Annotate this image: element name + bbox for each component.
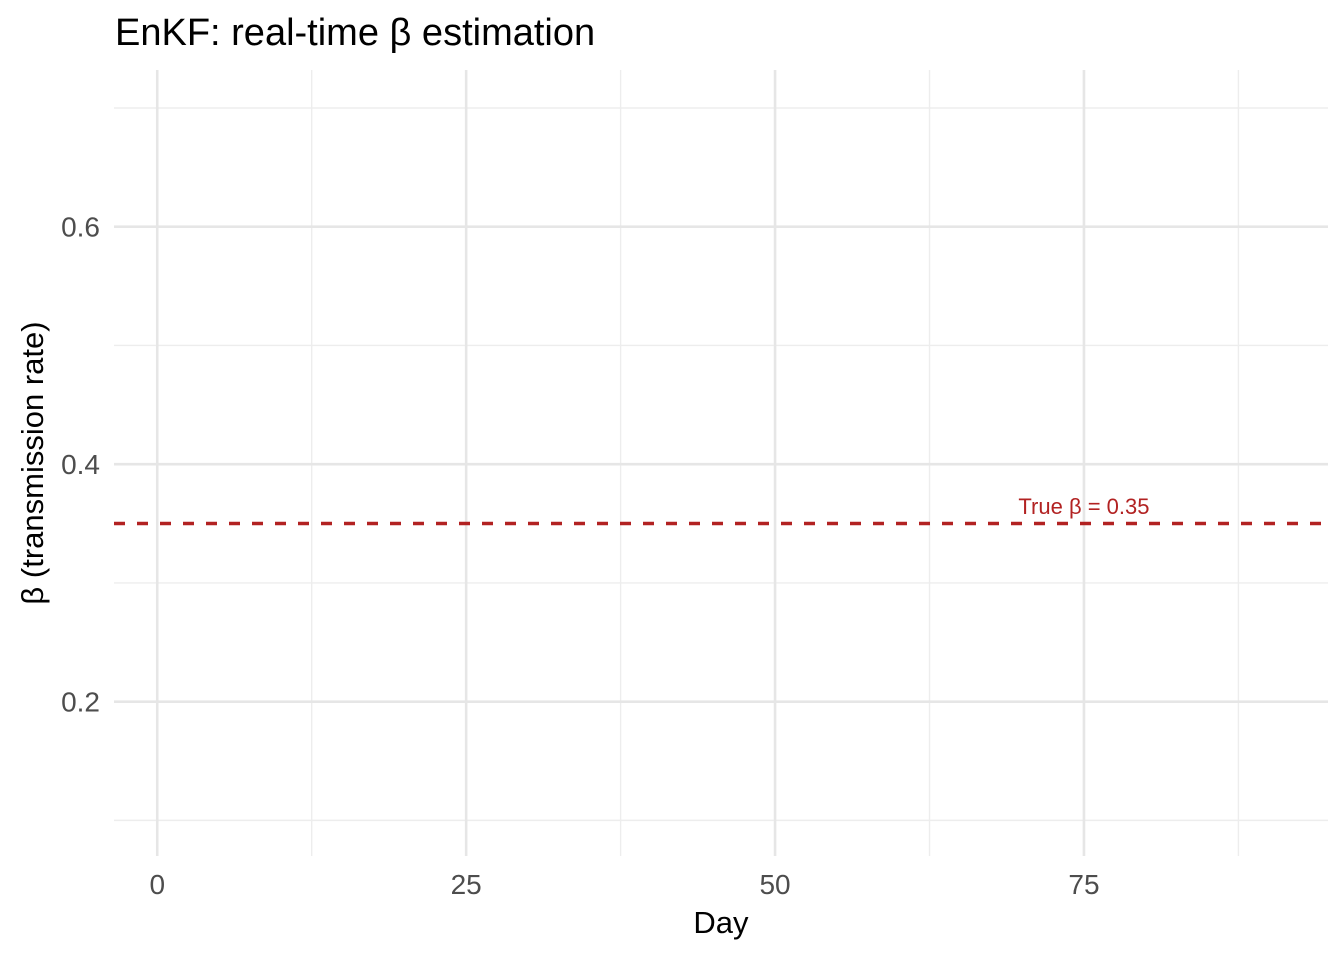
x-tick-label: 50 (759, 869, 790, 900)
y-tick-label: 0.6 (61, 212, 100, 243)
y-axis-title: β (transmission rate) (15, 321, 50, 605)
x-axis-title: Day (693, 905, 749, 940)
x-tick-label: 75 (1068, 869, 1099, 900)
x-tick-label: 0 (149, 869, 165, 900)
y-tick-label: 0.4 (61, 449, 100, 480)
reference-line-label: True β = 0.35 (1018, 493, 1150, 519)
x-tick-label: 25 (451, 869, 482, 900)
y-tick-label: 0.2 (61, 687, 100, 718)
chart-title: EnKF: real-time β estimation (115, 12, 596, 54)
